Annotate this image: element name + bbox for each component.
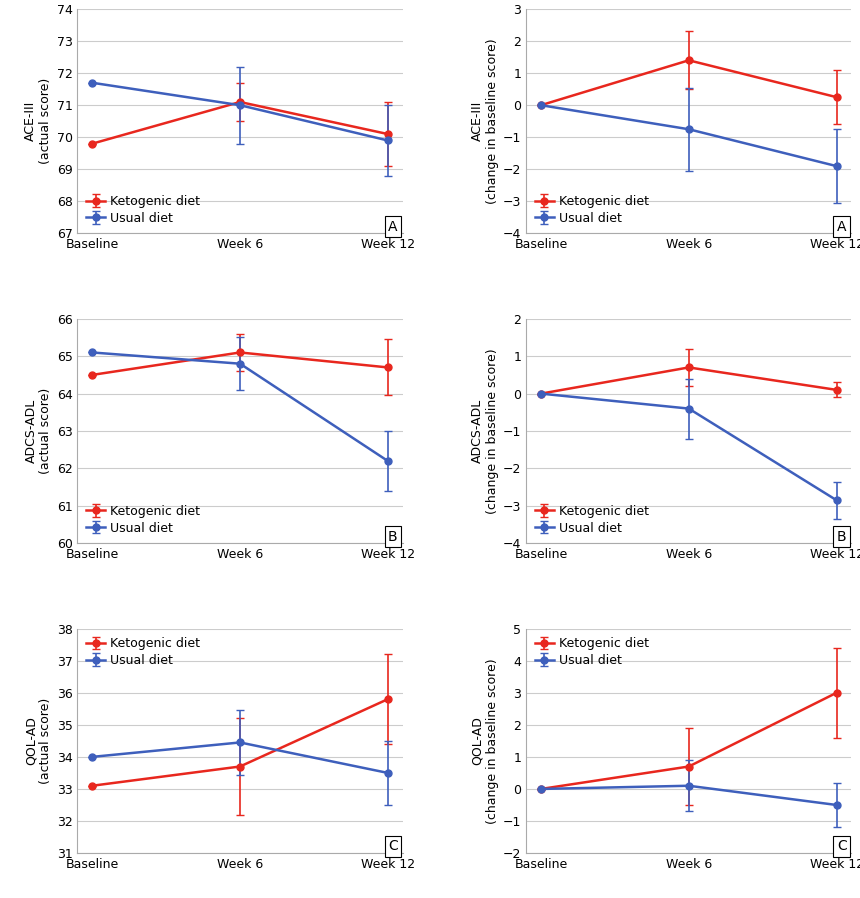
Legend: Ketogenic diet, Usual diet: Ketogenic diet, Usual diet <box>81 500 205 540</box>
Legend: Ketogenic diet, Usual diet: Ketogenic diet, Usual diet <box>530 632 654 672</box>
Y-axis label: QOL-AD
(actual score): QOL-AD (actual score) <box>24 698 52 784</box>
Y-axis label: ADCS-ADL
(change in baseline score): ADCS-ADL (change in baseline score) <box>470 348 499 514</box>
Legend: Ketogenic diet, Usual diet: Ketogenic diet, Usual diet <box>81 632 205 672</box>
Legend: Ketogenic diet, Usual diet: Ketogenic diet, Usual diet <box>81 190 205 230</box>
Y-axis label: ADCS-ADL
(actual score): ADCS-ADL (actual score) <box>24 388 52 474</box>
Text: C: C <box>388 840 397 853</box>
Text: B: B <box>837 530 846 543</box>
Text: B: B <box>388 530 397 543</box>
Y-axis label: ACE-III
(change in baseline score): ACE-III (change in baseline score) <box>470 39 499 204</box>
Legend: Ketogenic diet, Usual diet: Ketogenic diet, Usual diet <box>530 190 654 230</box>
Legend: Ketogenic diet, Usual diet: Ketogenic diet, Usual diet <box>530 500 654 540</box>
Y-axis label: QOL-AD
(change in baseline score): QOL-AD (change in baseline score) <box>470 658 499 823</box>
Text: A: A <box>837 220 846 233</box>
Text: C: C <box>837 840 846 853</box>
Y-axis label: ACE-III
(actual score): ACE-III (actual score) <box>24 78 52 164</box>
Text: A: A <box>388 220 397 233</box>
